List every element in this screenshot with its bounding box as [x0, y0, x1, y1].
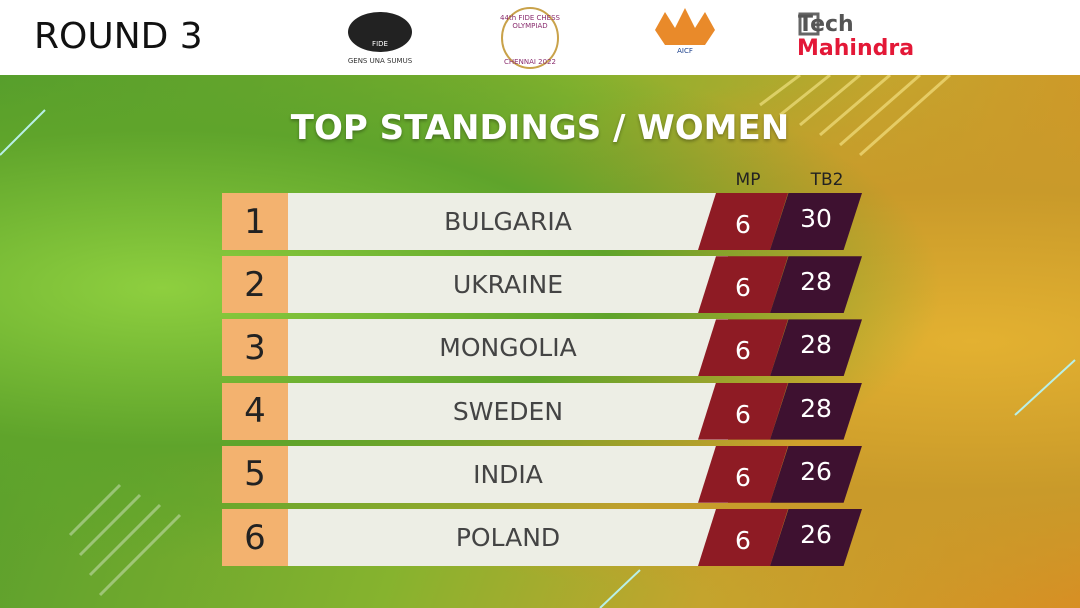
team-cell: BULGARIA	[288, 193, 728, 250]
decoration	[0, 75, 1076, 608]
rank-cell: 5	[222, 445, 288, 503]
rank-cell: 4	[222, 382, 288, 440]
table-title: TOP STANDINGS / WOMEN	[290, 108, 790, 148]
standings-row: 1 BULGARIA 6 30	[222, 193, 862, 250]
logo-text: Tech	[798, 12, 854, 37]
mp-cell: 6	[698, 445, 788, 503]
standings-row: 2 UKRAINE 6 28	[222, 256, 862, 314]
mp-cell: 6	[698, 193, 788, 250]
round-label: ROUND 3	[34, 16, 203, 57]
column-header: MP	[735, 170, 761, 190]
logo-text: 44th FIDE CHESS OLYMPIAD	[500, 14, 560, 30]
logo-text: AICF	[677, 47, 693, 55]
team-cell: UKRAINE	[288, 256, 728, 314]
team-cell: POLAND	[288, 509, 728, 566]
team-cell: MONGOLIA	[288, 319, 728, 377]
rank-cell: 6	[222, 509, 288, 566]
rank-cell: 3	[222, 319, 288, 377]
standings-row: 4 SWEDEN 6 28	[222, 382, 862, 440]
rank-cell: 2	[222, 256, 288, 314]
logo-text: Mahindra	[797, 36, 915, 61]
logo-text: FIDE	[372, 40, 388, 48]
standings-row: 6 POLAND 6 26	[222, 509, 862, 566]
team-cell: INDIA	[288, 445, 728, 503]
mp-cell: 6	[698, 509, 788, 566]
logo-text: GENS UNA SUMUS	[347, 57, 413, 65]
column-header: TB2	[810, 170, 844, 190]
standings-row: 5 INDIA 6 26	[222, 445, 862, 503]
rank-cell: 1	[222, 193, 288, 250]
mp-cell: 6	[698, 319, 788, 377]
mp-cell: 6	[698, 256, 788, 314]
standings-row: 3 MONGOLIA 6 28	[222, 319, 862, 377]
mp-cell: 6	[698, 382, 788, 440]
logo-text: CHENNAI 2022	[504, 58, 556, 66]
header: ROUND 3 GENS UNA SUMUS FIDE 44th FIDE CH…	[0, 0, 1080, 75]
team-cell: SWEDEN	[288, 382, 728, 440]
logos	[348, 7, 820, 69]
